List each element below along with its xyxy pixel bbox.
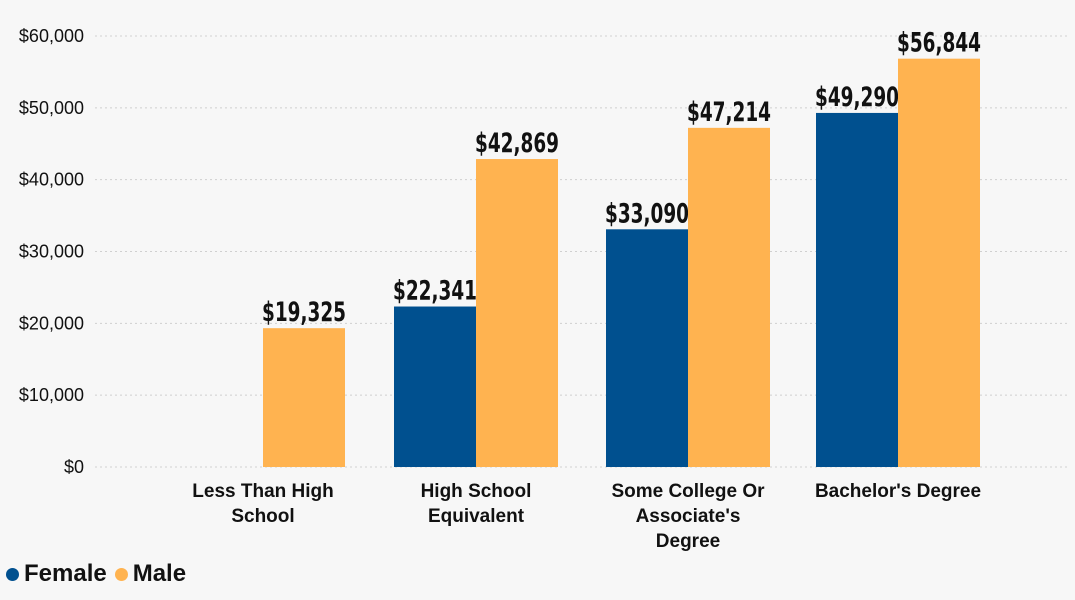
legend-item-female: Female (6, 560, 107, 588)
bar-female (816, 112, 898, 467)
legend-item-male: Male (114, 560, 187, 588)
bar-male (898, 58, 980, 468)
data-label-female: $33,090 (605, 198, 689, 229)
bar-female (606, 229, 688, 467)
legend-label-male: Male (132, 560, 187, 587)
y-tick-label: $0 (64, 457, 84, 477)
legend-label-female: Female (24, 560, 107, 587)
y-tick-label: $20,000 (19, 313, 84, 333)
x-category-label: School (231, 506, 294, 527)
data-label-male: $56,844 (897, 28, 981, 59)
y-tick-label: $60,000 (19, 26, 84, 46)
bar-male (688, 127, 770, 467)
x-category-label: Associate's (636, 506, 741, 527)
data-label-female: $49,290 (815, 82, 899, 113)
bar-male (476, 159, 558, 467)
data-label-female: $22,341 (393, 276, 477, 307)
x-category-label: Less Than High (192, 481, 333, 502)
x-category-label: Degree (656, 531, 720, 552)
x-category-label: Some College Or (611, 481, 765, 502)
y-tick-label: $10,000 (19, 385, 84, 405)
bar-male (263, 328, 345, 467)
bar-female (394, 306, 476, 467)
legend-swatch-male (114, 567, 128, 581)
data-label-male: $19,325 (262, 297, 346, 328)
data-label-male: $47,214 (687, 97, 771, 128)
y-tick-label: $50,000 (19, 98, 84, 118)
x-category-label: Equivalent (428, 506, 525, 527)
legend: Female Male (6, 560, 194, 588)
y-tick-label: $30,000 (19, 242, 84, 262)
legend-swatch-female (6, 567, 19, 581)
x-category-label: High School (421, 481, 532, 502)
y-tick-label: $40,000 (19, 170, 84, 190)
x-category-label: Bachelor's Degree (815, 481, 981, 502)
data-label-male: $42,869 (475, 128, 559, 159)
